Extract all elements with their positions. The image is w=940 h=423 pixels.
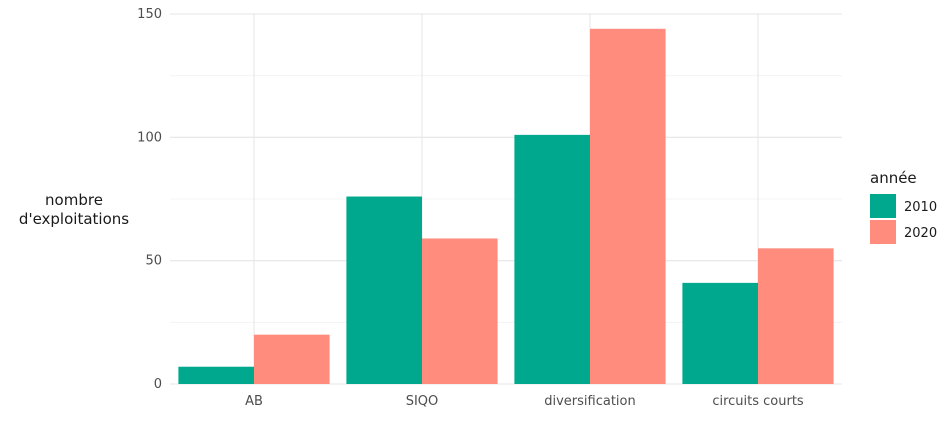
y-tick-labels: 0 50 100 150 <box>137 7 162 392</box>
bar-2010-2 <box>514 134 590 384</box>
y-tick-label: 100 <box>137 130 162 145</box>
y-axis-title-line-1: nombre <box>45 191 103 209</box>
legend-label-2010: 2010 <box>904 200 937 215</box>
x-tick-label: AB <box>245 394 263 409</box>
y-axis-title-line-2: d'exploitations <box>19 210 129 228</box>
bar-2010-1 <box>346 196 422 384</box>
legend-items: 2010 2020 <box>870 194 937 244</box>
bar-2010-0 <box>178 366 254 384</box>
x-tick-label: circuits courts <box>712 394 804 409</box>
y-tick-label: 150 <box>137 7 162 22</box>
bar-2020-3 <box>758 248 834 384</box>
bars <box>178 28 834 385</box>
x-tick-label: diversification <box>544 394 636 409</box>
y-tick-label: 0 <box>154 377 162 392</box>
bar-2020-1 <box>422 238 498 384</box>
legend-title: année <box>870 169 917 187</box>
legend: année 2010 2020 <box>870 169 937 244</box>
legend-swatch-2010 <box>870 194 896 218</box>
legend-label-2020: 2020 <box>904 226 937 241</box>
x-tick-labels: AB SIQO diversification circuits courts <box>245 394 804 409</box>
x-tick-label: SIQO <box>406 394 439 409</box>
bar-2010-3 <box>682 282 758 384</box>
bar-2020-0 <box>254 334 330 384</box>
legend-swatch-2020 <box>870 220 896 244</box>
y-tick-label: 50 <box>145 254 162 269</box>
bar-2020-2 <box>590 28 666 385</box>
